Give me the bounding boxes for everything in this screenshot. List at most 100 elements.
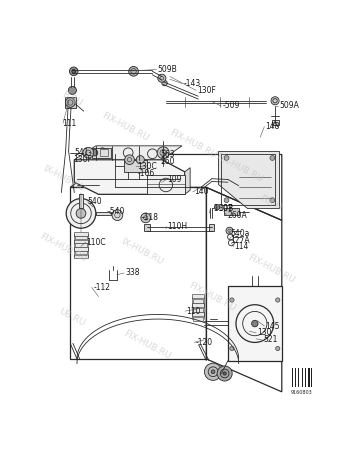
Text: 563: 563 [161, 150, 175, 159]
Bar [193, 317, 203, 321]
Circle shape [91, 149, 98, 156]
Text: 127A: 127A [231, 235, 250, 244]
Bar [75, 243, 87, 247]
Text: 540: 540 [88, 198, 102, 207]
Text: -112: -112 [93, 283, 110, 292]
Circle shape [215, 204, 220, 210]
Text: 114: 114 [234, 242, 249, 251]
Circle shape [217, 366, 232, 381]
Text: FIX-H: FIX-H [259, 194, 284, 212]
Circle shape [211, 370, 215, 374]
Bar [193, 308, 203, 312]
Polygon shape [228, 286, 282, 360]
Circle shape [230, 298, 234, 302]
Bar [191, 312, 204, 316]
Circle shape [83, 147, 94, 158]
Text: 130C: 130C [138, 162, 158, 171]
Text: 509B: 509B [158, 65, 177, 74]
Circle shape [112, 210, 123, 220]
Circle shape [72, 69, 76, 73]
Circle shape [223, 372, 226, 375]
Circle shape [76, 208, 86, 218]
Circle shape [65, 98, 75, 108]
Polygon shape [124, 160, 147, 172]
Text: FIX-HUB.RU: FIX-HUB.RU [122, 329, 172, 361]
Text: FIX-HUB.RU: FIX-HUB.RU [100, 111, 150, 143]
Text: 130: 130 [258, 328, 272, 338]
Text: UB.RU: UB.RU [57, 307, 86, 328]
Bar [298, 368, 299, 387]
Circle shape [224, 198, 229, 202]
Polygon shape [74, 160, 185, 194]
Bar [295, 368, 296, 387]
Text: 9160803: 9160803 [290, 390, 312, 395]
Text: -143: -143 [183, 79, 201, 88]
Circle shape [66, 198, 96, 228]
Circle shape [275, 298, 280, 302]
Polygon shape [224, 208, 239, 215]
Bar [74, 232, 88, 235]
Text: 110: 110 [186, 306, 201, 315]
Polygon shape [96, 212, 111, 215]
Text: 260A: 260A [228, 211, 248, 220]
Bar [75, 251, 87, 254]
Bar [308, 368, 310, 387]
Circle shape [204, 363, 222, 380]
Polygon shape [92, 148, 111, 158]
Circle shape [226, 227, 233, 234]
Bar [305, 368, 306, 387]
Bar [191, 294, 204, 298]
Circle shape [270, 156, 275, 160]
Polygon shape [209, 224, 215, 231]
Polygon shape [74, 146, 182, 160]
Text: FIX-HUB.RU: FIX-HUB.RU [168, 128, 218, 160]
Bar [292, 368, 293, 387]
Text: -118: -118 [142, 213, 159, 222]
Text: 509A: 509A [279, 101, 299, 110]
Bar [193, 299, 203, 303]
Circle shape [270, 198, 275, 202]
Circle shape [68, 86, 76, 94]
Circle shape [136, 156, 144, 164]
Text: -509: -509 [223, 101, 240, 110]
Text: 130F: 130F [73, 155, 92, 164]
Polygon shape [144, 224, 150, 231]
Bar [315, 368, 316, 387]
Circle shape [157, 147, 169, 159]
Bar [221, 154, 275, 205]
Bar [321, 368, 323, 387]
Text: FIX-HUB.RU: FIX-HUB.RU [246, 253, 296, 285]
Circle shape [129, 67, 138, 76]
Circle shape [275, 346, 280, 351]
Text: 541-: 541- [75, 148, 92, 157]
Bar [74, 239, 88, 243]
Bar [191, 303, 204, 307]
Text: 540a: 540a [231, 229, 250, 238]
Text: -110B: -110B [212, 204, 234, 213]
Text: 109: 109 [167, 175, 182, 184]
Circle shape [271, 97, 279, 105]
Bar [75, 236, 87, 239]
Text: 260: 260 [161, 157, 175, 166]
Text: 307: 307 [218, 204, 233, 213]
Bar [318, 368, 320, 387]
Text: FIX-HUB.RU: FIX-HUB.RU [214, 152, 264, 184]
Circle shape [162, 81, 167, 86]
Text: -106: -106 [138, 169, 155, 178]
Circle shape [158, 74, 166, 82]
Circle shape [69, 67, 78, 76]
Text: FIX-HUB.RU: FIX-HUB.RU [187, 280, 237, 313]
Polygon shape [185, 168, 190, 194]
Polygon shape [147, 176, 185, 194]
Text: 521: 521 [263, 335, 277, 344]
Text: 145: 145 [266, 321, 280, 330]
Text: 148: 148 [266, 122, 280, 131]
Polygon shape [79, 194, 83, 208]
Polygon shape [65, 97, 76, 108]
Polygon shape [218, 151, 279, 208]
Text: -120: -120 [196, 338, 213, 347]
Text: 140: 140 [194, 187, 209, 196]
Bar [302, 368, 303, 387]
Text: -540: -540 [108, 207, 125, 216]
Polygon shape [272, 120, 279, 125]
